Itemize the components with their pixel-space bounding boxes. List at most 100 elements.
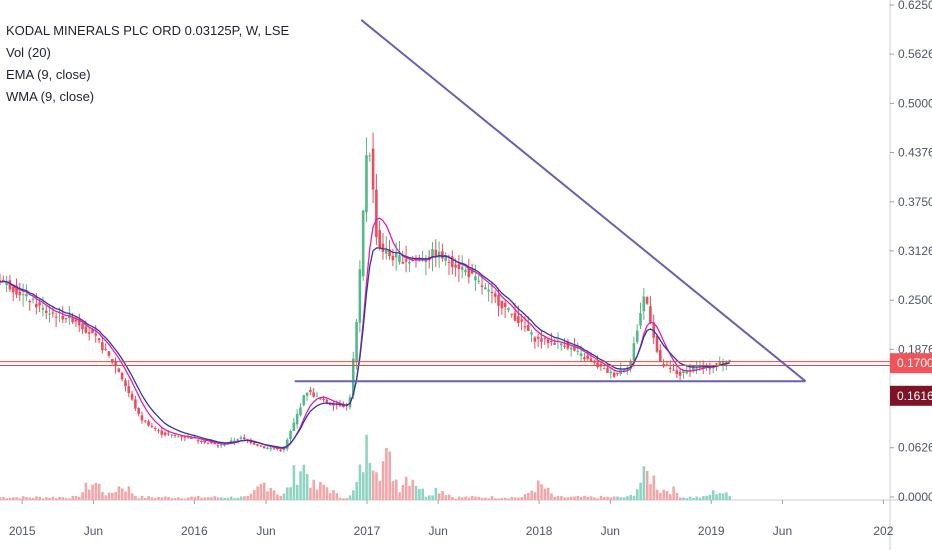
volume-bar: [71, 495, 75, 500]
volume-bar: [394, 479, 398, 500]
candle-body: [484, 287, 487, 290]
candle-body: [381, 243, 385, 252]
volume-bar: [299, 471, 302, 500]
y-tick-label: 0.0000: [898, 490, 932, 504]
candle-body: [318, 398, 322, 400]
volume-bar: [408, 485, 411, 500]
candle-body: [77, 319, 81, 326]
volume-bar: [500, 498, 504, 500]
volume-bar: [345, 498, 349, 500]
volume-bar: [424, 496, 428, 500]
x-tick-label: 2016: [181, 524, 208, 538]
candle-body: [513, 312, 517, 321]
volume-bar: [253, 490, 256, 500]
candle-body: [708, 368, 712, 370]
candle-body: [236, 439, 240, 441]
candle-body: [629, 360, 632, 366]
candle-body: [61, 315, 65, 320]
volume-bar: [272, 490, 276, 500]
candle-body: [110, 359, 114, 363]
candle-body: [279, 449, 282, 451]
volume-bar: [692, 497, 695, 500]
candle-body: [675, 370, 679, 375]
volume-bar: [527, 492, 530, 500]
volume-bar: [507, 498, 510, 500]
volume-bar: [573, 496, 576, 500]
candle-body: [285, 439, 289, 449]
y-tick-label: 0.5626: [898, 47, 932, 61]
candle-body: [517, 316, 520, 324]
volume-bar: [342, 498, 345, 500]
volume-bar: [81, 492, 84, 500]
candle-body: [180, 436, 183, 438]
volume-bar: [114, 492, 117, 500]
volume-bar: [97, 483, 101, 500]
volume-bar: [2, 497, 5, 500]
candle-body: [48, 313, 51, 315]
volume-bar: [368, 463, 372, 500]
volume-bar: [612, 496, 616, 500]
volume-bar: [173, 497, 177, 500]
candle-body: [688, 369, 692, 372]
candle-body: [28, 300, 32, 303]
candle-body: [315, 395, 319, 397]
volume-bar: [150, 497, 154, 500]
candle-body: [546, 339, 550, 344]
candle-body: [173, 435, 177, 437]
volume-bar: [282, 493, 286, 500]
volume-bar: [593, 497, 596, 500]
candle-body: [606, 367, 609, 373]
candle-body: [408, 261, 411, 264]
volume-bar: [338, 497, 342, 500]
candle-body: [351, 358, 355, 395]
volume-bar: [134, 495, 137, 500]
candle-body: [104, 348, 107, 350]
volume-bar: [711, 490, 715, 500]
volume-bar: [642, 466, 646, 500]
candle-body: [685, 370, 689, 374]
volume-bar: [312, 479, 316, 500]
volume-bar: [332, 489, 335, 500]
volume-bar: [289, 487, 292, 500]
candle-body: [5, 281, 8, 286]
candle-body: [384, 249, 388, 254]
volume-bar: [589, 496, 593, 500]
volume-bar: [355, 481, 358, 500]
candle-body: [312, 392, 315, 397]
y-tick-label: 0.2500: [898, 293, 932, 307]
volume-bar: [629, 495, 632, 500]
candle-body: [124, 380, 127, 387]
candle-body: [559, 343, 563, 346]
volume-bar: [84, 482, 88, 500]
volume-bar: [665, 490, 669, 500]
volume-bar: [385, 447, 388, 500]
candle-body: [51, 312, 55, 314]
volume-bar: [124, 491, 127, 500]
volume-bar: [186, 497, 190, 500]
volume-bar: [295, 484, 299, 500]
candle-body: [143, 420, 147, 422]
volume-bar: [31, 497, 35, 500]
volume-bar: [35, 496, 38, 500]
candle-body: [645, 297, 649, 304]
candle-body: [361, 210, 365, 277]
candle-body: [200, 441, 203, 443]
candle-body: [87, 332, 91, 334]
candle-body: [358, 269, 362, 323]
volume-bar: [375, 472, 378, 500]
volume-bar: [411, 479, 415, 500]
volume-bar: [517, 497, 520, 500]
candle-body: [68, 314, 71, 319]
candle-body: [507, 308, 510, 311]
candle-body: [130, 393, 134, 400]
candle-body: [338, 405, 342, 407]
candle-body: [18, 291, 22, 296]
candle-body: [243, 437, 246, 439]
volume-bar: [153, 497, 157, 500]
candle-body: [388, 249, 391, 257]
volume-bar: [276, 494, 279, 500]
volume-bar: [685, 498, 689, 500]
volume-bar: [474, 496, 477, 500]
